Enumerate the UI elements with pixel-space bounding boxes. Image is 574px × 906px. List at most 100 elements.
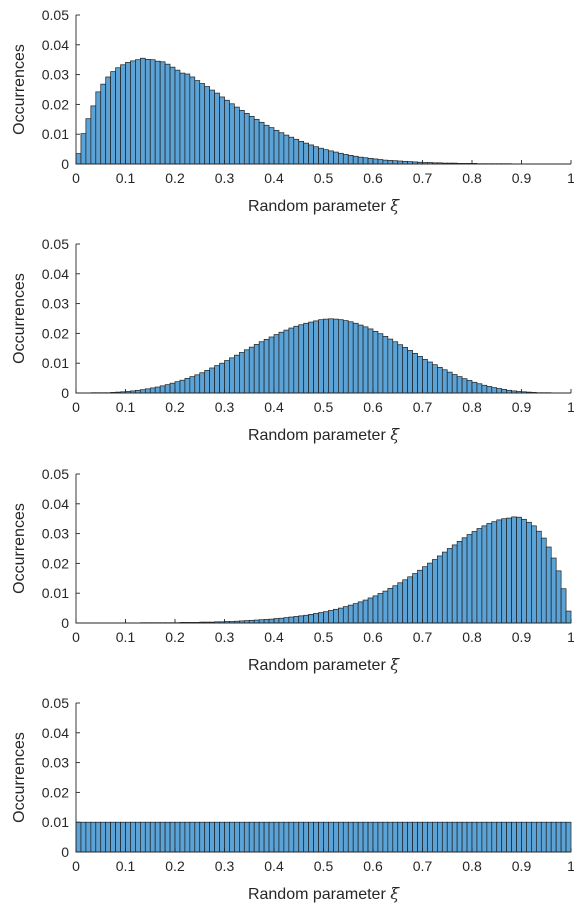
x-tick-label: 0.1 <box>116 399 136 415</box>
histogram-bar <box>100 821 107 853</box>
histogram-bar <box>446 821 453 853</box>
histogram-bar <box>328 610 334 624</box>
histogram-bar <box>169 66 176 165</box>
x-axis-label: Random parameter ξ <box>248 655 400 674</box>
y-tick-label: 0.03 <box>42 67 69 83</box>
y-tick-label: 0.05 <box>42 695 69 711</box>
x-tick-label: 0.9 <box>512 170 532 186</box>
histogram-bar <box>486 523 493 624</box>
histogram-bar <box>154 386 161 394</box>
x-tick-label: 0.8 <box>462 858 482 874</box>
x-tick-label: 0.8 <box>462 399 482 415</box>
histogram-bar <box>491 821 498 853</box>
histogram-bar <box>268 336 275 394</box>
x-tick-label: 1 <box>567 629 574 645</box>
histogram-bar <box>253 344 260 394</box>
histogram-bar <box>318 319 324 394</box>
histogram-bar <box>318 821 324 853</box>
histogram-bar <box>427 361 433 394</box>
histogram-bar <box>437 367 443 394</box>
histogram-bar <box>496 519 503 624</box>
histogram-bar <box>402 821 409 853</box>
histogram-bar <box>303 322 310 394</box>
x-tick-label: 0.2 <box>165 629 185 645</box>
x-axis-label-symbol: ξ <box>390 884 400 903</box>
y-tick-label: 0 <box>61 385 69 401</box>
histogram-bar <box>446 548 453 624</box>
histogram-bar <box>392 821 399 853</box>
histogram-bar <box>357 156 364 165</box>
histogram-bar <box>278 331 285 394</box>
histogram-bar <box>352 603 359 624</box>
histogram-bar <box>486 386 493 394</box>
x-tick-label: 0.6 <box>363 170 383 186</box>
histogram-bar <box>268 618 275 624</box>
histogram-bar <box>229 357 235 394</box>
histogram-bar <box>268 127 275 165</box>
histogram-bar <box>441 821 448 853</box>
histogram-bar <box>521 821 527 853</box>
histogram-bar <box>555 821 562 853</box>
histogram-bar <box>243 112 250 165</box>
histogram-bar <box>199 372 206 394</box>
histogram-bar <box>75 153 82 165</box>
histogram-bar <box>367 328 374 394</box>
y-axis-label: Occurrences <box>11 44 28 135</box>
histogram-bar <box>303 142 310 165</box>
histogram-bar <box>352 155 359 165</box>
x-tick-label: 0.1 <box>116 629 136 645</box>
histogram-bar <box>313 320 319 394</box>
histogram-bar <box>560 588 567 624</box>
y-tick-label: 0.02 <box>42 96 69 112</box>
histogram-bar <box>239 352 245 394</box>
histogram-bar <box>115 67 121 165</box>
y-tick-label: 0.04 <box>42 496 69 512</box>
histogram-bar <box>481 384 488 394</box>
histogram-bar <box>308 614 314 624</box>
histogram-bar <box>288 616 295 624</box>
histogram-bar <box>159 61 166 165</box>
x-tick-label: 0.5 <box>314 399 334 415</box>
histogram-bar <box>476 528 483 624</box>
histogram-bar <box>85 821 92 853</box>
histogram-bar <box>407 821 413 853</box>
histogram-bar <box>80 821 87 853</box>
x-axis-label-symbol: ξ <box>390 196 400 215</box>
histogram-bar <box>219 821 225 853</box>
histogram-bar <box>308 321 314 394</box>
histogram-bar <box>293 821 300 853</box>
histogram-bar <box>432 364 438 394</box>
histogram-bar <box>496 821 503 853</box>
histogram-bar <box>298 615 305 624</box>
y-tick-label: 0.05 <box>42 236 69 252</box>
y-tick-label: 0.04 <box>42 266 69 282</box>
histogram-bar <box>224 821 230 853</box>
histogram-bar <box>417 821 423 853</box>
x-tick-label: 0 <box>72 170 80 186</box>
x-tick-label: 1 <box>567 858 574 874</box>
histogram-bar <box>189 376 196 394</box>
histogram-bar <box>397 821 404 853</box>
histogram-bar <box>144 388 151 394</box>
histogram-bar <box>526 821 532 853</box>
y-tick-label: 0.02 <box>42 784 69 800</box>
histogram-bar <box>214 821 220 853</box>
histogram-bar <box>219 96 225 165</box>
histogram-bar <box>535 821 542 853</box>
x-tick-label: 1 <box>567 170 574 186</box>
histogram-bar <box>516 821 522 853</box>
histogram-bar <box>367 821 374 853</box>
histogram-bar <box>125 821 131 853</box>
histogram-bar <box>461 378 468 394</box>
histogram-bar <box>293 325 300 394</box>
histogram-bar <box>392 341 399 394</box>
histogram-bar <box>253 821 260 853</box>
histogram-bar <box>288 327 295 394</box>
histogram-bar <box>313 821 319 853</box>
x-axis-label: Random parameter ξ <box>248 196 400 215</box>
histogram-bar <box>417 569 423 624</box>
histogram-bar <box>313 613 319 624</box>
histogram-bar <box>342 606 349 624</box>
x-tick-label: 0.2 <box>165 399 185 415</box>
histogram-bar <box>357 821 364 853</box>
